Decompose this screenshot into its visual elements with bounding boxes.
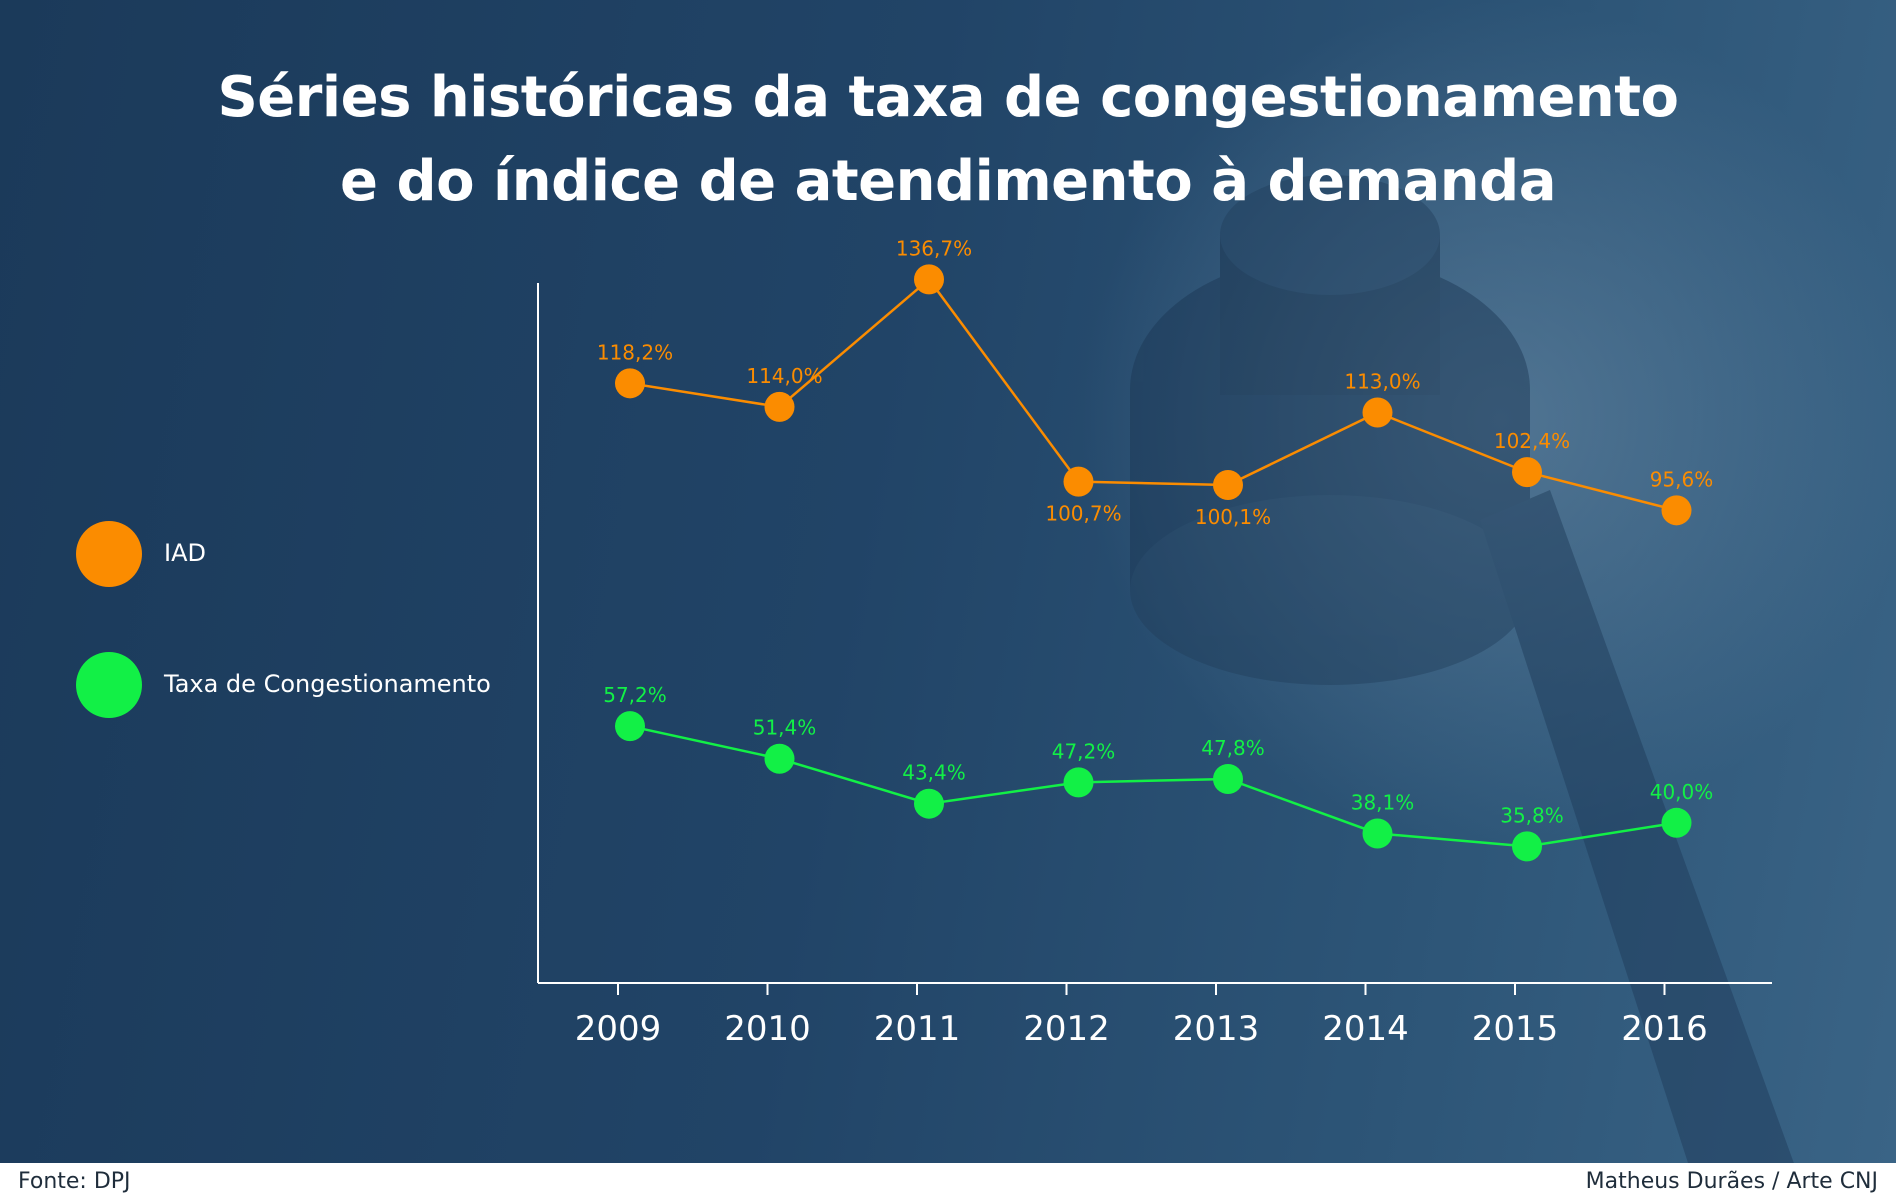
gavel-icon bbox=[1130, 175, 1800, 1200]
x-tick-label-2009: 2009 bbox=[575, 1009, 662, 1049]
x-tick-label-2014: 2014 bbox=[1322, 1009, 1409, 1049]
data-label-taxa-de-congestionamento-2011: 43,4% bbox=[902, 761, 966, 785]
chart-title-line2: e do índice de atendimento à demanda bbox=[340, 149, 1556, 214]
data-point-taxa-de-congestionamento-2012 bbox=[1063, 767, 1094, 798]
legend-dot-taxa-congestionamento bbox=[76, 652, 142, 718]
data-point-taxa-de-congestionamento-2014 bbox=[1362, 818, 1393, 849]
data-label-taxa-de-congestionamento-2016: 40,0% bbox=[1650, 780, 1714, 804]
data-point-iad-2014 bbox=[1362, 397, 1393, 428]
x-tick-label-2011: 2011 bbox=[874, 1009, 961, 1049]
data-label-iad-2011: 136,7% bbox=[896, 236, 972, 260]
data-label-taxa-de-congestionamento-2010: 51,4% bbox=[753, 716, 817, 740]
footer: Fonte: DPJ Matheus Durães / Arte CNJ bbox=[0, 1163, 1896, 1200]
data-label-taxa-de-congestionamento-2014: 38,1% bbox=[1351, 790, 1415, 814]
series-line-iad bbox=[629, 277, 1677, 512]
legend-dot-iad bbox=[76, 521, 142, 587]
data-point-iad-2009 bbox=[615, 368, 645, 399]
data-point-taxa-de-congestionamento-2016 bbox=[1661, 807, 1692, 838]
data-point-iad-2016 bbox=[1661, 495, 1692, 526]
data-point-taxa-de-congestionamento-2015 bbox=[1512, 831, 1542, 862]
data-label-iad-2012: 100,7% bbox=[1045, 502, 1121, 526]
data-label-iad-2014: 113,0% bbox=[1344, 370, 1420, 394]
data-label-taxa-de-congestionamento-2012: 47,2% bbox=[1052, 739, 1116, 763]
x-tick-label-2010: 2010 bbox=[724, 1009, 811, 1049]
credit-text: Matheus Durães / Arte CNJ bbox=[1585, 1169, 1878, 1194]
legend-label-iad: IAD bbox=[164, 539, 206, 567]
data-point-taxa-de-congestionamento-2009 bbox=[615, 711, 645, 742]
legend-label-taxa-congestionamento: Taxa de Congestionamento bbox=[164, 670, 491, 698]
chart-title-line1: Séries históricas da taxa de congestiona… bbox=[217, 65, 1679, 130]
source-text: Fonte: DPJ bbox=[18, 1169, 131, 1194]
data-point-iad-2011 bbox=[914, 264, 944, 295]
x-tick-label-2015: 2015 bbox=[1472, 1009, 1559, 1049]
data-point-taxa-de-congestionamento-2011 bbox=[914, 788, 944, 819]
series-line-taxa-de-congestionamento bbox=[629, 724, 1677, 848]
x-tick-label-2016: 2016 bbox=[1621, 1009, 1708, 1049]
data-label-iad-2016: 95,6% bbox=[1650, 467, 1714, 491]
x-tick-label-2013: 2013 bbox=[1173, 1009, 1260, 1049]
data-label-iad-2013: 100,1% bbox=[1195, 505, 1271, 529]
data-point-taxa-de-congestionamento-2013 bbox=[1213, 763, 1243, 794]
data-point-iad-2012 bbox=[1063, 466, 1094, 497]
data-label-iad-2009: 118,2% bbox=[597, 340, 673, 364]
chart-title: Séries históricas da taxa de congestiona… bbox=[0, 56, 1896, 224]
data-point-iad-2010 bbox=[764, 391, 795, 422]
data-label-iad-2010: 114,0% bbox=[746, 364, 822, 388]
data-point-iad-2013 bbox=[1213, 470, 1243, 501]
data-point-taxa-de-congestionamento-2010 bbox=[764, 743, 795, 774]
data-label-iad-2015: 102,4% bbox=[1494, 429, 1570, 453]
data-label-taxa-de-congestionamento-2015: 35,8% bbox=[1500, 803, 1564, 827]
data-label-taxa-de-congestionamento-2013: 47,8% bbox=[1201, 736, 1265, 760]
x-tick-label-2012: 2012 bbox=[1023, 1009, 1110, 1049]
data-point-iad-2015 bbox=[1512, 457, 1542, 488]
data-label-taxa-de-congestionamento-2009: 57,2% bbox=[603, 683, 667, 707]
